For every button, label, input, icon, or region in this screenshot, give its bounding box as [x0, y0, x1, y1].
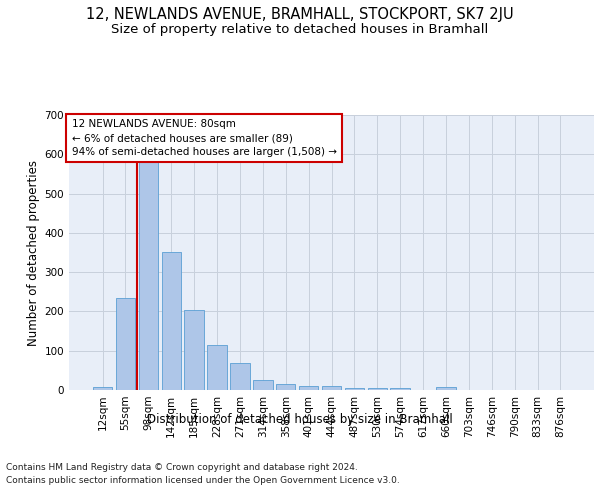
Bar: [391, 388, 410, 390]
Bar: [276, 384, 295, 390]
Bar: [93, 387, 112, 390]
Text: Size of property relative to detached houses in Bramhall: Size of property relative to detached ho…: [112, 22, 488, 36]
Text: 12 NEWLANDS AVENUE: 80sqm
← 6% of detached houses are smaller (89)
94% of semi-d: 12 NEWLANDS AVENUE: 80sqm ← 6% of detach…: [71, 119, 337, 157]
Y-axis label: Number of detached properties: Number of detached properties: [28, 160, 40, 346]
Bar: [436, 387, 455, 390]
Text: Contains public sector information licensed under the Open Government Licence v3: Contains public sector information licen…: [6, 476, 400, 485]
Bar: [184, 310, 204, 390]
Bar: [139, 162, 158, 390]
Bar: [161, 252, 181, 390]
Bar: [230, 362, 250, 390]
Bar: [116, 298, 135, 390]
Bar: [208, 345, 227, 390]
Bar: [368, 388, 387, 390]
Text: Distribution of detached houses by size in Bramhall: Distribution of detached houses by size …: [147, 412, 453, 426]
Bar: [344, 388, 364, 390]
Bar: [253, 380, 272, 390]
Text: 12, NEWLANDS AVENUE, BRAMHALL, STOCKPORT, SK7 2JU: 12, NEWLANDS AVENUE, BRAMHALL, STOCKPORT…: [86, 8, 514, 22]
Bar: [322, 386, 341, 390]
Text: Contains HM Land Registry data © Crown copyright and database right 2024.: Contains HM Land Registry data © Crown c…: [6, 462, 358, 471]
Bar: [299, 386, 319, 390]
